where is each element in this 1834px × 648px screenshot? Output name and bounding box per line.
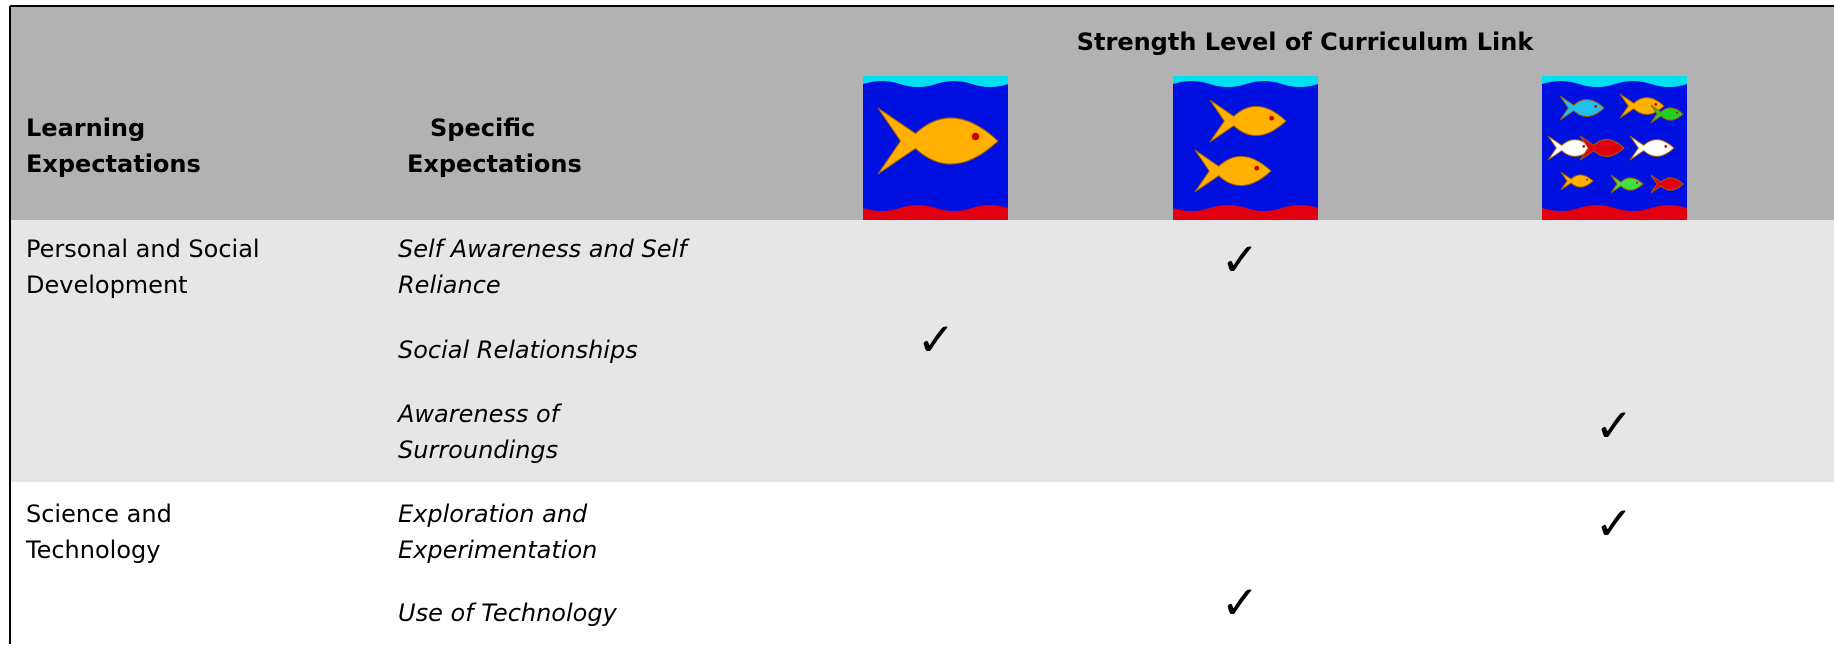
fish (1650, 104, 1684, 124)
fish-eye (1269, 115, 1275, 121)
specific-expectation: Social Relationships (398, 336, 638, 364)
column-header: Specific (430, 114, 535, 142)
specific-expectation: Use of Technology (398, 599, 618, 627)
specific-expectation: Self Awareness and Self (398, 235, 690, 263)
fish (1579, 135, 1625, 161)
specific-expectation: Surroundings (398, 436, 558, 464)
wave-bottom (1542, 205, 1687, 220)
fish (1619, 93, 1665, 119)
checkmark: ✓ (1595, 497, 1634, 551)
specific-expectation: Exploration and (398, 500, 588, 528)
fish-eye (1582, 144, 1586, 148)
checkmark: ✓ (1221, 233, 1260, 287)
specific-expectation: Awareness of (396, 400, 563, 428)
fish-eye (1586, 178, 1588, 181)
learning-expectation: Development (26, 271, 188, 299)
learning-expectation: Personal and Social (26, 235, 260, 263)
fish-eye (1614, 144, 1618, 148)
specific-expectation: Experimentation (398, 536, 597, 564)
section-band (10, 220, 1834, 482)
wave-bottom (1173, 205, 1318, 220)
fish-icon (1173, 76, 1318, 220)
header-title: Strength Level of Curriculum Link (1077, 28, 1535, 56)
column-header: Learning (26, 114, 145, 142)
wave-top (863, 76, 1008, 87)
checkmark: ✓ (1221, 576, 1260, 630)
fish-icon (863, 76, 1008, 220)
fish-eye (1676, 111, 1678, 114)
fish-eye (1676, 181, 1678, 184)
specific-expectation: Reliance (398, 271, 501, 299)
fish-icon (1542, 76, 1687, 220)
fish (877, 107, 999, 175)
water (1173, 76, 1318, 220)
checkmark: ✓ (1595, 399, 1634, 453)
learning-expectation: Technology (25, 536, 160, 564)
wave-bottom (863, 205, 1008, 220)
fish (1559, 95, 1605, 121)
fish-eye (1664, 144, 1668, 148)
fish (1209, 99, 1287, 143)
wave-top (1173, 76, 1318, 87)
fish-eye (1654, 102, 1658, 106)
fish-eye (1594, 104, 1598, 108)
fish (1650, 174, 1684, 194)
fish-eye (1636, 181, 1638, 184)
fish (1194, 149, 1272, 193)
wave-top (1542, 76, 1687, 87)
learning-expectation: Science and (26, 500, 172, 528)
fish-icons (863, 76, 1687, 220)
column-header: Expectations (407, 150, 582, 178)
column-header: Expectations (26, 150, 201, 178)
fish-eye (971, 132, 980, 141)
fish-eye (1254, 165, 1260, 171)
checkmark: ✓ (917, 313, 956, 367)
fish (1560, 171, 1594, 191)
fish (1629, 135, 1675, 161)
fish (1610, 174, 1644, 194)
